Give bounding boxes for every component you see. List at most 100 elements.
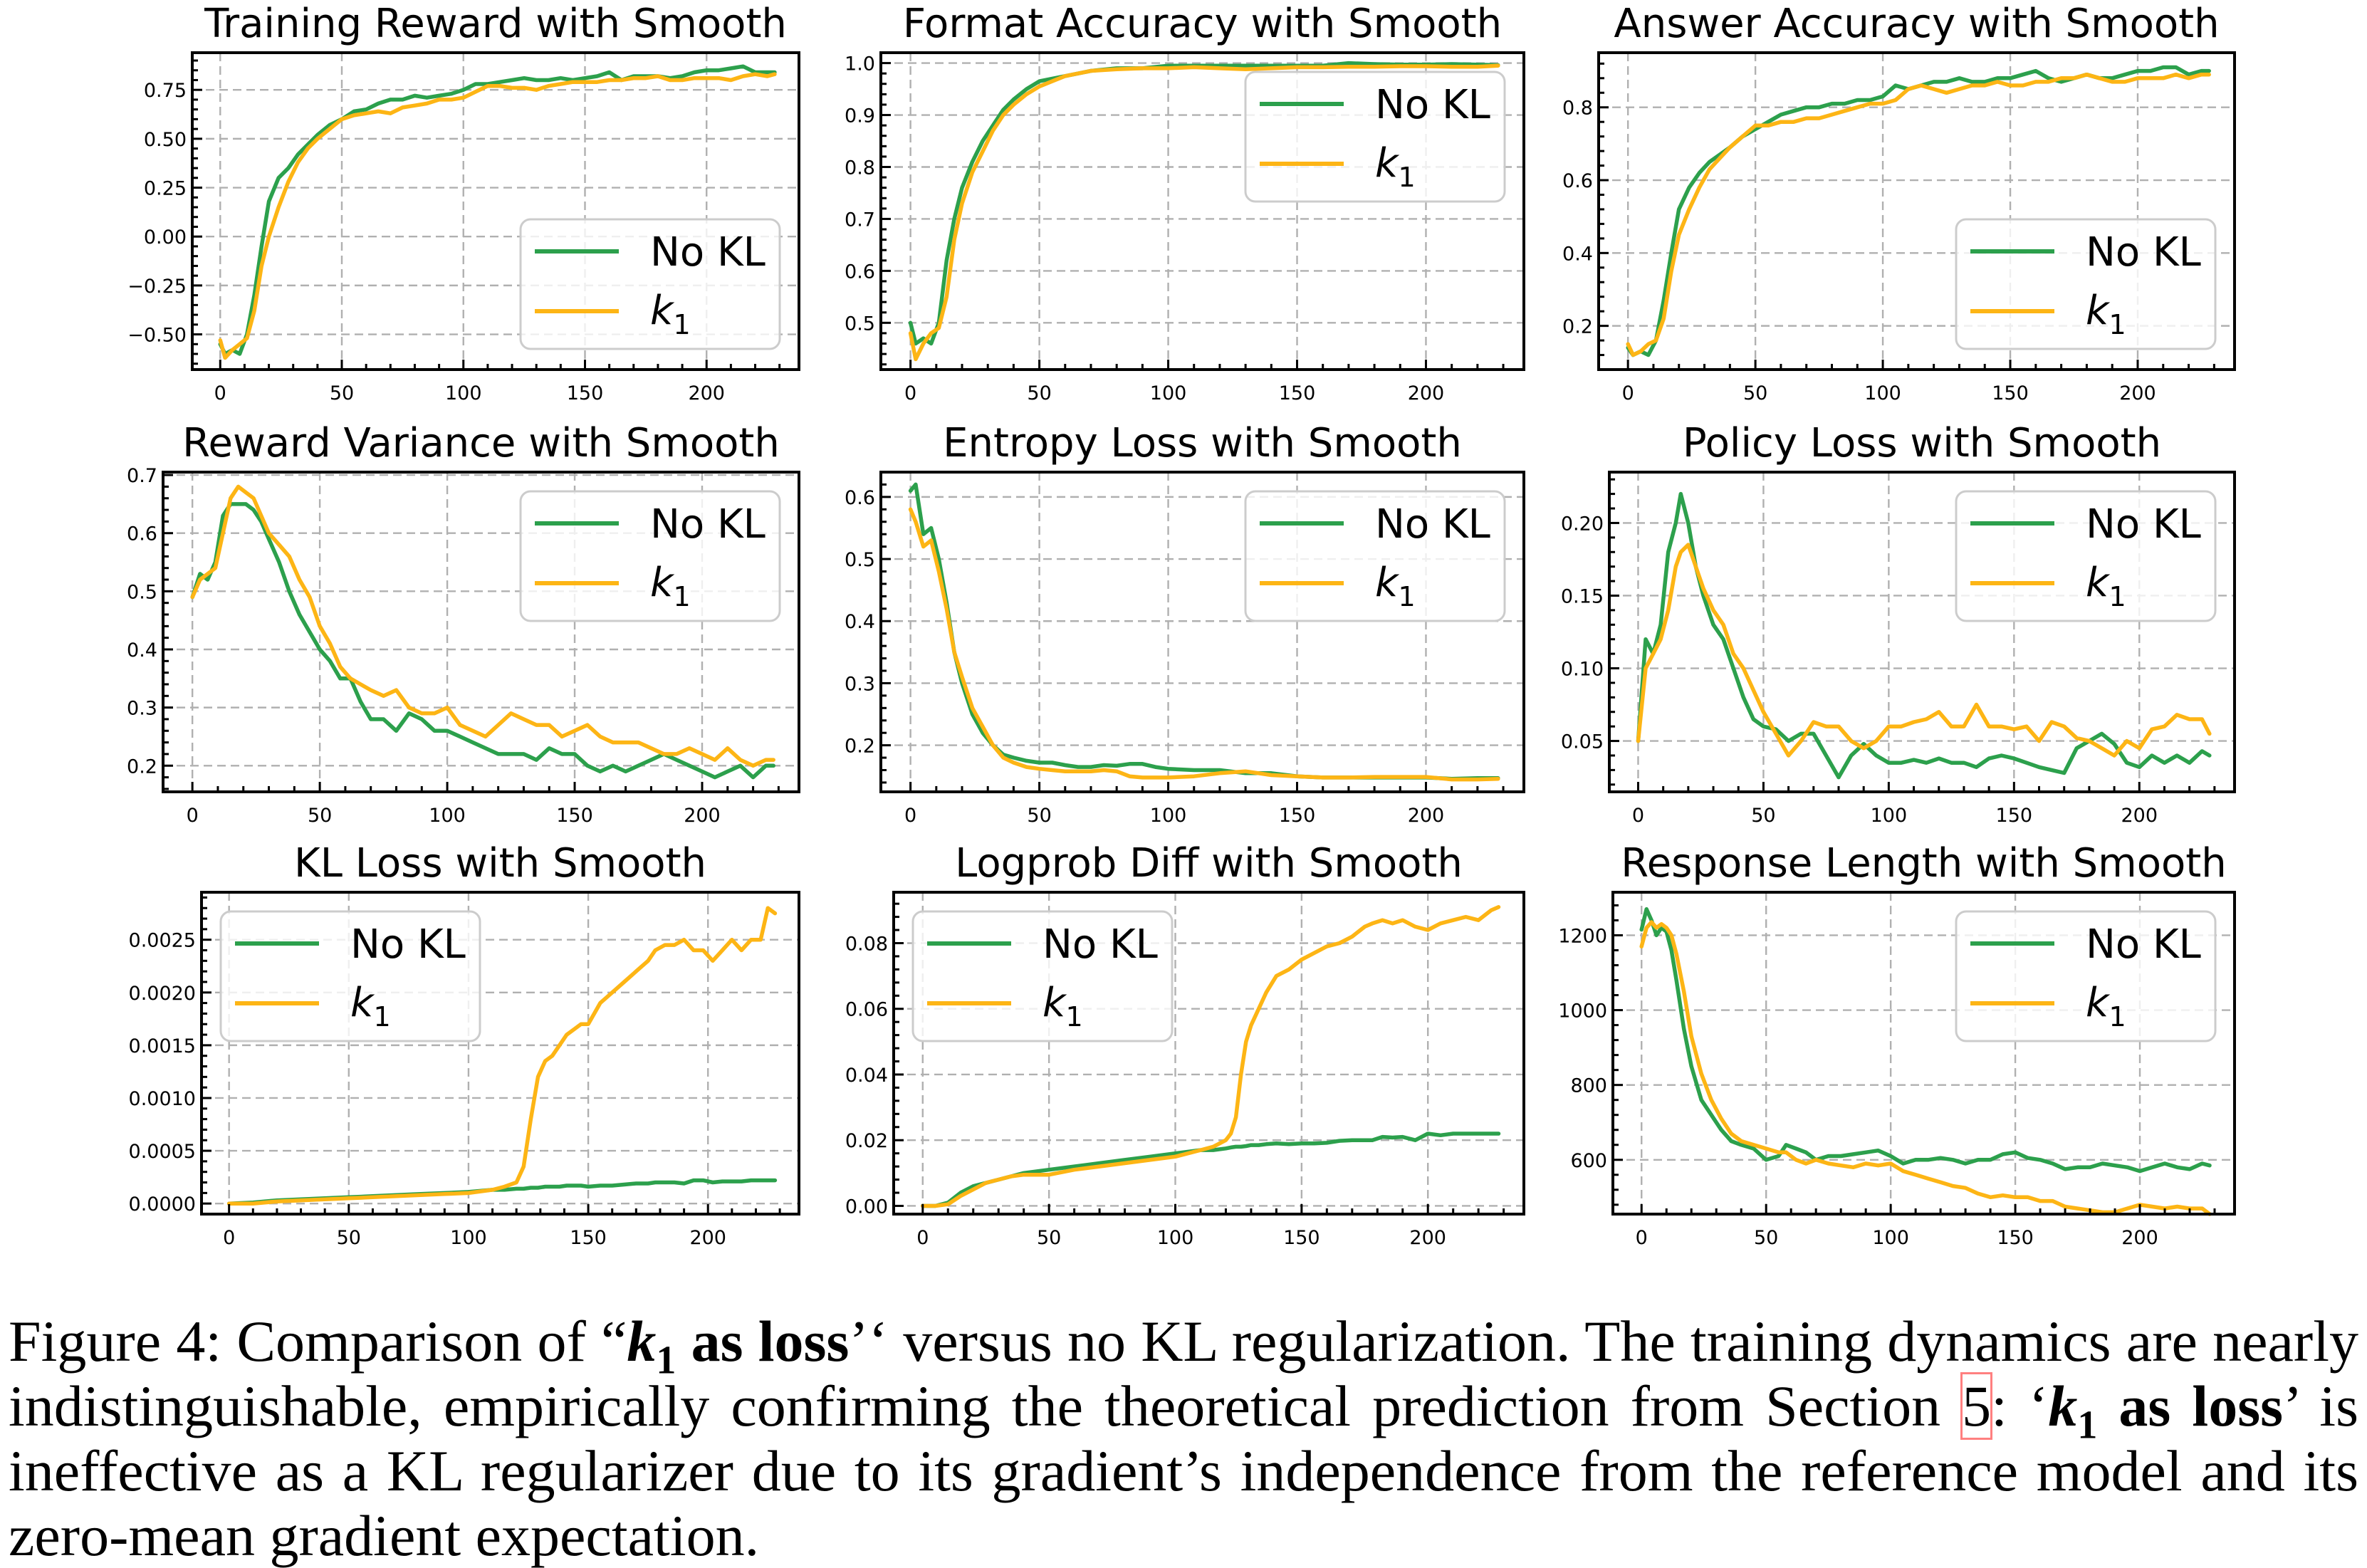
legend-label-k1: k1 — [650, 288, 691, 340]
subplot-1: Training Reward with Smooth 0 50 100 150 200 −… — [127, 1, 800, 404]
legend-label-k1: k1 — [350, 980, 391, 1033]
y-tick-label: 0.4 — [1562, 243, 1593, 265]
x-tick-label: 100 — [1150, 805, 1187, 827]
caption-prefix: Figure 4: Comparison of “ — [9, 1309, 627, 1374]
y-tick-label: 0.7 — [127, 465, 157, 487]
x-tick-label: 100 — [1150, 382, 1187, 404]
subplot-6: Policy Loss with Smooth 0 50 100 150 200 0.05 0… — [1561, 420, 2236, 827]
series-line-k1 — [1636, 543, 2212, 758]
series-line-no-kl — [1626, 65, 2211, 357]
section-reference-link[interactable]: 5 — [1960, 1372, 1993, 1440]
legend-k-base: k — [650, 288, 675, 334]
axes-frame — [162, 471, 800, 793]
x-tick-label: 0 — [187, 805, 199, 827]
y-tick-label: 1000 — [1558, 1000, 1607, 1023]
x-tick-label: 50 — [1037, 1227, 1061, 1249]
legend-label-k1: k1 — [1375, 140, 1416, 193]
legend-label-k1: k1 — [2086, 288, 2126, 340]
legend-k-base: k — [2086, 288, 2111, 334]
legend-label-no-kl: No KL — [1375, 501, 1490, 548]
x-tick-label: 100 — [1872, 1227, 1909, 1249]
subplot-4: Reward Variance with Smooth 0 50 100 150 200 0… — [127, 420, 800, 827]
legend-label-no-kl: No KL — [650, 229, 766, 276]
subplot-title: Response Length with Smooth — [1621, 840, 2226, 887]
legend-k-base: k — [2086, 980, 2111, 1026]
y-tick-label: 0.2 — [127, 756, 157, 778]
y-tick-label: 0.04 — [845, 1065, 888, 1087]
legend-label-no-kl: No KL — [2086, 501, 2201, 548]
series-line-k1 — [190, 484, 775, 768]
x-tick-label: 150 — [1283, 1227, 1320, 1249]
series-line-no-kl — [921, 1131, 1501, 1208]
subplot-8: Logprob Diff with Smooth 0 50 100 150 200 0.00… — [845, 840, 1525, 1249]
y-tick-label: 0.50 — [144, 129, 187, 151]
legend-k-base: k — [2086, 560, 2111, 606]
axes-frame — [1608, 471, 2236, 793]
legend: No KL k1 — [519, 490, 781, 622]
legend: No KL k1 — [1955, 910, 2217, 1042]
axes-frame — [200, 891, 800, 1216]
x-tick-label: 0 — [1632, 805, 1644, 827]
subplot-title: Entropy Loss with Smooth — [943, 420, 1462, 466]
subplot-title: KL Loss with Smooth — [294, 840, 706, 887]
caption-bold-as-loss-2: as loss — [2097, 1374, 2284, 1438]
legend-k-sub: 1 — [2109, 1001, 2126, 1033]
y-tick-label: 0.00 — [144, 226, 187, 249]
caption-bold-as-loss-1: as loss — [676, 1309, 850, 1374]
legend-k-base: k — [1043, 980, 1067, 1026]
legend-k-sub: 1 — [2109, 581, 2126, 612]
legend-k-sub: 1 — [1398, 162, 1415, 193]
legend-k-sub: 1 — [673, 581, 690, 612]
subplot-title: Reward Variance with Smooth — [182, 420, 780, 466]
y-tick-label: 800 — [1570, 1075, 1607, 1097]
y-tick-label: −0.25 — [127, 276, 187, 298]
x-tick-label: 150 — [567, 382, 604, 404]
y-tick-label: 0.3 — [845, 673, 875, 695]
legend: No KL k1 — [1244, 490, 1506, 622]
x-tick-label: 200 — [1409, 1227, 1446, 1249]
x-tick-label: 100 — [450, 1227, 487, 1249]
x-tick-label: 50 — [330, 382, 354, 404]
x-tick-label: 50 — [1027, 382, 1051, 404]
legend-k-sub: 1 — [673, 309, 690, 340]
series-line-k1 — [908, 63, 1500, 362]
y-tick-label: 0.05 — [1561, 731, 1604, 753]
series-line-k1 — [1626, 72, 2211, 357]
y-tick-label: 0.7 — [845, 209, 875, 231]
subplot-title: Policy Loss with Smooth — [1683, 420, 2161, 466]
series-line-no-kl — [218, 64, 777, 356]
x-tick-label: 50 — [1754, 1227, 1778, 1249]
x-tick-label: 150 — [1279, 382, 1316, 404]
caption-k1-symbol-2: k1 — [2048, 1374, 2097, 1445]
x-tick-label: 200 — [2121, 1227, 2158, 1249]
y-tick-label: 0.9 — [845, 105, 875, 127]
x-tick-label: 0 — [916, 1227, 929, 1249]
series-line-k1 — [218, 72, 777, 360]
y-tick-label: −0.50 — [127, 325, 187, 347]
y-tick-label: 0.2 — [845, 736, 875, 758]
legend-label-k1: k1 — [1043, 980, 1083, 1033]
x-tick-label: 100 — [1871, 805, 1908, 827]
y-tick-label: 0.6 — [845, 487, 875, 509]
x-tick-label: 50 — [1751, 805, 1775, 827]
x-tick-label: 50 — [1027, 805, 1051, 827]
legend-k-sub: 1 — [1398, 581, 1415, 612]
subplot-title: Answer Accuracy with Smooth — [1614, 1, 2219, 47]
x-tick-label: 200 — [2119, 382, 2156, 404]
y-tick-label: 0.0025 — [129, 930, 196, 952]
axes-frame — [1597, 51, 2236, 371]
series-line-no-kl — [1639, 906, 2212, 1174]
legend-label-k1: k1 — [650, 560, 691, 612]
subplot-2: Format Accuracy with Smooth 0 50 100 150 200 0… — [845, 1, 1525, 404]
legend: No KL k1 — [1244, 70, 1506, 203]
legend-label-k1: k1 — [1375, 560, 1416, 612]
x-tick-label: 150 — [1279, 805, 1316, 827]
subplot-title: Logprob Diff with Smooth — [955, 840, 1463, 887]
y-tick-label: 0.5 — [845, 313, 875, 335]
y-tick-label: 0.00 — [845, 1196, 888, 1218]
axes-frame — [892, 891, 1525, 1216]
series-line-k1 — [908, 507, 1500, 782]
legend-k-sub: 1 — [373, 1001, 390, 1033]
y-tick-label: 0.4 — [127, 639, 157, 662]
subplot-9: Response Length with Smooth 0 50 100 150 200 6… — [1558, 840, 2236, 1249]
